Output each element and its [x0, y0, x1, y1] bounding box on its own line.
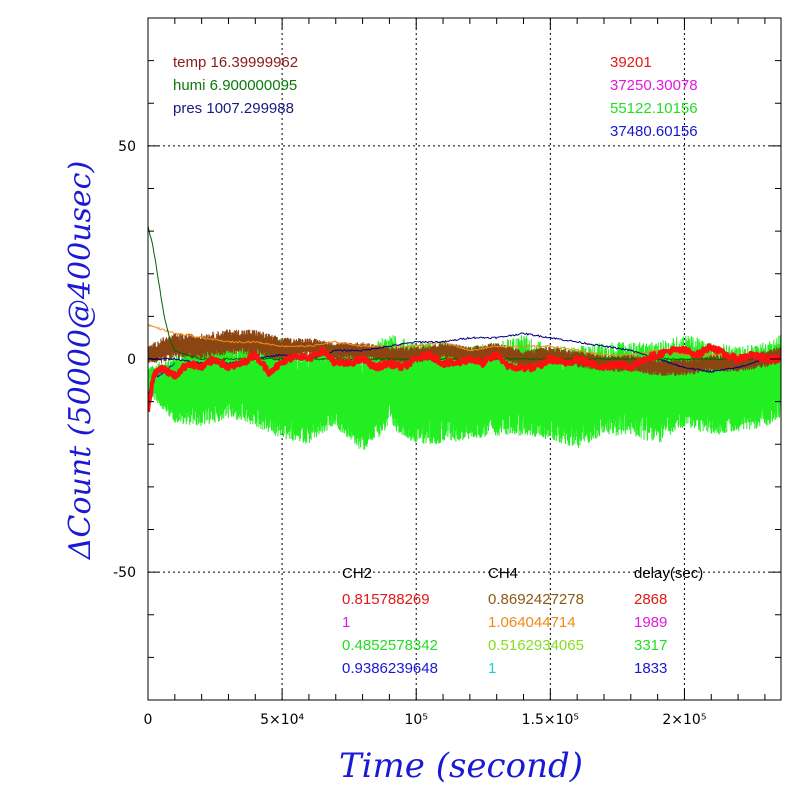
- series-layer: [148, 225, 781, 451]
- base-count: 37480.60156: [610, 123, 698, 140]
- series-line-2: [148, 324, 781, 361]
- series-line-0: [148, 334, 781, 451]
- y-tick-label: -50: [113, 565, 136, 581]
- x-tick-label: 2×10⁵: [662, 712, 706, 728]
- base-count: 39201: [610, 54, 652, 71]
- x-tick-label: 5×10⁴: [260, 712, 304, 728]
- table-cell: 0.4852578342: [342, 637, 438, 654]
- table-cell: 1: [342, 614, 350, 631]
- base-count: 37250.30078: [610, 77, 698, 94]
- table-cell: 3317: [634, 637, 667, 654]
- x-axis-title: Time (second): [339, 746, 583, 786]
- series-line-1: [148, 329, 781, 377]
- table-cell: 1.064044714: [488, 614, 576, 631]
- annotations: temp 16.39999962 humi 6.900000095 pres 100…: [173, 54, 703, 677]
- table-cell: 2868: [634, 591, 667, 608]
- y-tick-label: 50: [118, 139, 136, 155]
- tick-labels: 0 5×10⁴ 10⁵ 1.5×10⁵ 2×10⁵ -50 0 50: [113, 139, 706, 728]
- env-reading: humi 6.900000095: [173, 77, 297, 94]
- ticks: [147, 17, 781, 701]
- table-header: CH4: [488, 565, 518, 582]
- table-cell: 1989: [634, 614, 667, 631]
- series-line-6: [148, 343, 781, 412]
- x-tick-label: 1.5×10⁵: [522, 712, 579, 728]
- table-cell: 0.5162934065: [488, 637, 584, 654]
- base-count: 55122.10156: [610, 100, 698, 117]
- x-tick-label: 10⁵: [405, 712, 428, 728]
- y-axis-title: ΔCount (50000@400usec): [63, 161, 98, 560]
- table-cell: 0.8692427278: [488, 591, 584, 608]
- table-cell: 1833: [634, 660, 667, 677]
- env-reading: pres 1007.299988: [173, 100, 294, 117]
- y-tick-label: 0: [127, 352, 136, 368]
- env-reading: temp 16.39999962: [173, 54, 298, 71]
- table-cell: 0.815788269: [342, 591, 430, 608]
- table-cell: 1: [488, 660, 496, 677]
- table-header: CH2: [342, 565, 372, 582]
- x-tick-label: 0: [144, 712, 153, 728]
- table-cell: 0.9386239648: [342, 660, 438, 677]
- table-header: delay(sec): [634, 565, 703, 582]
